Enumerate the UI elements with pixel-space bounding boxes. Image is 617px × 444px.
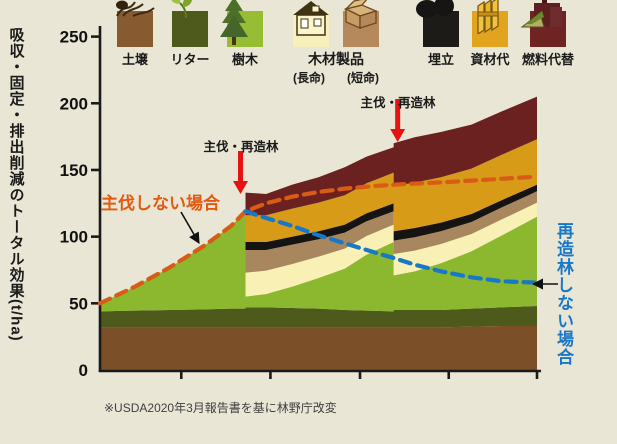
legend-swatch-trees [220,0,263,47]
area-fuel [100,96,537,304]
area-litter [100,305,537,328]
area-soil [100,325,537,370]
legend-label-material: 資材代 [470,52,510,67]
harvest-arrow-head-2 [390,129,406,142]
no-replant-line-label: 再造林しない場合 [554,222,573,366]
legend-sublabel-short-lived: (短命) [347,71,379,85]
legend-swatch-landfill [416,0,459,47]
legend-sublabel-long-lived: (長命) [293,71,325,85]
legend-swatch-material [472,0,508,47]
legend-label-wood-products: 木材製品 [308,51,364,67]
y-tick-label-150: 150 [60,161,88,180]
harvest-arrow-head-1 [233,181,249,194]
legend-swatch-wood-short [343,0,379,47]
y-tick-label-200: 200 [60,94,88,113]
legend-swatch-soil [116,0,155,47]
harvest-annotation-1: 主伐・再造林 [203,140,279,154]
y-tick-label-0: 0 [79,361,88,380]
area-material [100,139,537,304]
legend-label-trees: 樹木 [231,52,258,67]
area-wood_short [100,191,537,304]
area-wood_long [100,202,537,304]
line-no_replant [243,209,540,285]
legend-item-fuel: 燃料代替 [518,0,578,68]
legend-item-litter: リター [160,0,220,68]
legend-swatch-litter [171,0,208,47]
legend-swatch-wood-long [293,1,329,47]
legend-label-soil: 土壌 [121,52,148,67]
source-footnote: ※USDA2020年3月報告書を基に林野庁改変 [104,401,337,415]
y-tick-label-250: 250 [60,28,88,47]
harvest-annotation-2: 主伐・再造林 [360,96,436,110]
legend-item-trees: 樹木 [215,0,275,68]
no-harvest-line-label: 主伐しない場合 [101,194,220,213]
line-no_harvest [97,174,540,306]
legend-swatch-fuel [520,0,566,47]
legend-label-litter: リター [170,52,210,67]
legend-item-material: 資材代 [460,0,520,68]
legend-group-wood-products: 木材製品 (長命) (短命) [286,0,386,86]
no-harvest-pointer-arrow [180,211,200,244]
area-trees [100,211,537,312]
y-axis-title: 吸収・固定・排出削減のトータル効果(t/ha) [7,27,25,342]
y-tick-label-50: 50 [69,294,88,313]
y-tick-label-100: 100 [60,228,88,247]
legend-label-fuel: 燃料代替 [521,52,574,67]
legend-item-soil: 土壌 [105,0,165,68]
legend-label-landfill: 埋立 [427,52,454,67]
